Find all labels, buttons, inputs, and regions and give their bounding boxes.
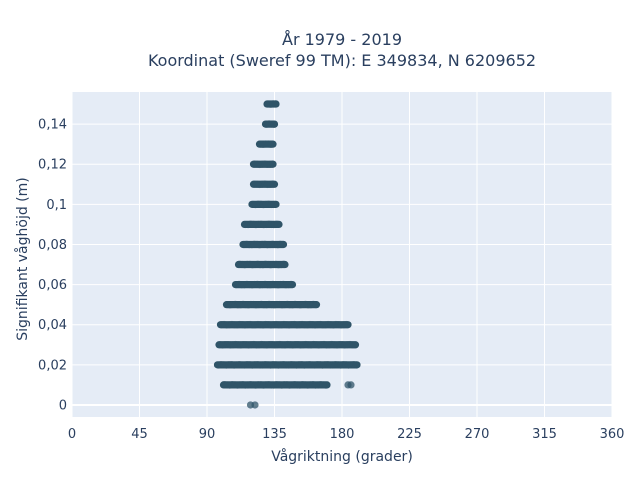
data-point [312, 301, 320, 309]
x-tick-label: 135 [262, 427, 287, 442]
x-tick-label: 45 [131, 427, 148, 442]
chart-title-line2: Koordinat (Sweref 99 TM): E 349834, N 62… [148, 51, 536, 70]
data-point [251, 401, 259, 409]
data-point [287, 280, 295, 288]
chart-title-line1: År 1979 - 2019 [282, 30, 402, 49]
y-tick-label: 0,1 [46, 198, 67, 213]
x-axis-title: Vågriktning (grader) [271, 448, 413, 465]
data-point [273, 220, 281, 228]
data-point [269, 180, 277, 188]
y-tick-label: 0,14 [38, 118, 67, 133]
y-tick-label: 0,08 [38, 238, 67, 253]
x-tick-label: 90 [199, 427, 216, 442]
x-tick-label: 270 [465, 427, 490, 442]
data-point [280, 260, 288, 268]
data-point [347, 381, 355, 389]
data-point [270, 120, 278, 128]
data-point [351, 341, 359, 349]
y-tick-label: 0,06 [38, 278, 67, 293]
x-tick-labels: 0 45 90 135 180 225 270 315 360 [68, 427, 625, 442]
data-point [270, 200, 278, 209]
data-point [342, 320, 350, 329]
x-tick-label: 315 [532, 427, 557, 442]
data-point [279, 240, 287, 248]
data-point [352, 361, 360, 369]
y-tick-label: 0 [59, 398, 67, 413]
y-tick-label: 0,12 [38, 158, 67, 173]
y-tick-label: 0,04 [38, 318, 67, 333]
x-tick-label: 360 [600, 427, 625, 442]
data-points [213, 100, 361, 409]
data-point [322, 381, 330, 389]
data-point [267, 140, 275, 149]
x-tick-label: 225 [397, 427, 422, 442]
y-tick-label: 0,02 [38, 358, 67, 373]
x-tick-label: 0 [68, 427, 76, 442]
y-tick-labels: 0 0,02 0,04 0,06 0,08 0,1 0,12 0,14 [38, 118, 67, 414]
x-tick-label: 180 [330, 427, 355, 442]
data-point [272, 100, 280, 108]
y-axis-title: Signifikant våghöjd (m) [14, 177, 31, 340]
data-point [269, 160, 277, 168]
